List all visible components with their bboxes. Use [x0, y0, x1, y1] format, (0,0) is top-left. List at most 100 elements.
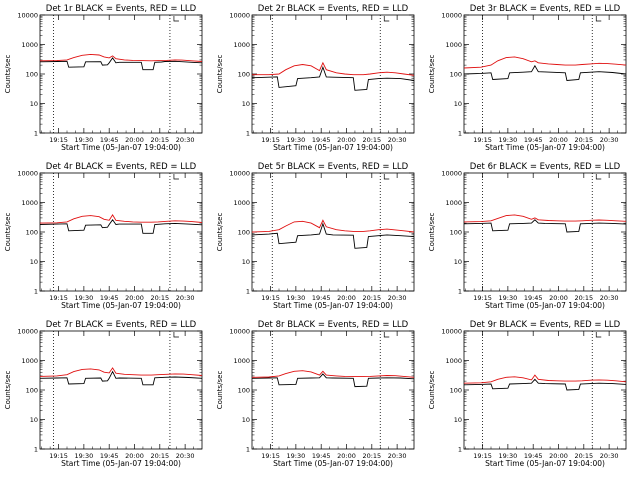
y-axis-ticks: 1 10 100 1000 10000	[441, 170, 626, 296]
x-tick-label: 19:15	[473, 136, 492, 144]
y-tick-label: 100	[238, 229, 250, 237]
x-axis-ticks: 19:15 19:30 19:45 20:00 20:15 20:30	[253, 15, 407, 144]
bracket-marker	[595, 332, 602, 338]
x-tick-label: 19:45	[524, 452, 543, 460]
plot-frame	[251, 330, 415, 450]
series-line-events	[251, 65, 415, 91]
plot-frame	[39, 14, 203, 134]
x-tick-label: 20:15	[362, 136, 381, 144]
x-tick-label: 19:15	[261, 294, 280, 302]
y-axis-label: Counts/sec	[4, 213, 12, 252]
x-tick-label: 19:45	[312, 294, 331, 302]
x-tick-label: 20:30	[176, 452, 195, 460]
panel-title: Det 5r BLACK = Events, RED = LLD	[258, 162, 409, 172]
y-axis-label: Counts/sec	[216, 55, 224, 94]
series-line-lld	[252, 61, 415, 76]
y-axis-label: Counts/sec	[428, 371, 436, 410]
y-tick-label: 1	[246, 288, 250, 296]
x-tick-label: 20:15	[362, 294, 381, 302]
y-axis-ticks: 1 10 100 1000 10000	[441, 12, 626, 138]
y-tick-label: 1	[458, 288, 462, 296]
y-axis-label: Counts/sec	[216, 371, 224, 410]
x-tick-label: 19:45	[524, 136, 543, 144]
panel-title: Det 6r BLACK = Events, RED = LLD	[470, 162, 621, 172]
x-axis-label: Start Time (05-Jan-07 19:04:00)	[61, 459, 181, 468]
plot-frame	[463, 14, 627, 134]
bracket-marker	[173, 174, 179, 180]
x-tick-label: 20:30	[176, 294, 195, 302]
x-axis-ticks: 19:15 19:30 19:45 20:00 20:15 20:30	[465, 331, 619, 460]
series-line-events	[39, 57, 203, 71]
x-tick-label: 19:15	[261, 136, 280, 144]
x-tick-label: 20:30	[388, 452, 407, 460]
y-tick-label: 10	[242, 258, 250, 266]
y-axis-ticks: 1 10 100 1000 10000	[441, 328, 626, 454]
x-tick-label: 19:30	[499, 136, 518, 144]
y-tick-label: 10000	[17, 328, 38, 336]
x-tick-label: 20:30	[388, 136, 407, 144]
x-tick-label: 20:15	[574, 452, 593, 460]
y-tick-label: 100	[450, 229, 462, 237]
y-tick-label: 10	[242, 100, 250, 108]
y-tick-label: 10000	[229, 170, 250, 178]
x-tick-label: 20:00	[549, 452, 568, 460]
y-tick-label: 10	[454, 258, 462, 266]
y-tick-label: 10	[30, 100, 38, 108]
x-tick-label: 20:15	[574, 294, 593, 302]
detector-panel-9: Det 9r BLACK = Events, RED = LLD 1 10 100 10…	[428, 320, 627, 468]
x-tick-label: 20:30	[600, 452, 619, 460]
bracket-marker	[595, 16, 602, 22]
y-tick-label: 10	[30, 258, 38, 266]
panel-title: Det 8r BLACK = Events, RED = LLD	[258, 320, 409, 330]
y-tick-label: 1	[34, 446, 38, 454]
x-axis-ticks: 19:15 19:30 19:45 20:00 20:15 20:30	[465, 15, 618, 144]
x-tick-label: 20:15	[362, 452, 381, 460]
y-tick-label: 100	[26, 229, 38, 237]
y-axis-label: Counts/sec	[216, 213, 224, 252]
y-tick-label: 10000	[441, 170, 462, 178]
x-axis-ticks: 19:15 19:30 19:45 20:00 20:15 20:30	[253, 331, 407, 460]
y-tick-label: 100	[238, 71, 250, 79]
y-tick-label: 1	[246, 130, 250, 138]
x-tick-label: 19:30	[75, 452, 94, 460]
x-tick-label: 19:45	[100, 136, 119, 144]
x-tick-label: 19:15	[49, 452, 68, 460]
series-line-lld	[463, 56, 627, 69]
y-axis-ticks: 1 10 100 1000 10000	[17, 170, 202, 296]
x-tick-label: 20:00	[337, 294, 356, 302]
y-tick-label: 1000	[445, 199, 462, 207]
plot-frame	[39, 172, 203, 292]
x-tick-label: 19:30	[75, 136, 94, 144]
series-line-events	[463, 378, 627, 391]
x-tick-label: 20:30	[600, 294, 619, 302]
y-tick-label: 1000	[21, 357, 38, 365]
detector-panel-1: Det 1r BLACK = Events, RED = LLD 1 10 100 10…	[4, 4, 203, 152]
x-tick-label: 19:15	[261, 452, 280, 460]
detector-panel-2: Det 2r BLACK = Events, RED = LLD 1 10 100 10…	[216, 4, 415, 152]
bracket-marker	[383, 16, 390, 22]
x-axis-label: Start Time (05-Jan-07 19:04:00)	[485, 459, 605, 468]
y-tick-label: 1	[34, 130, 38, 138]
y-tick-label: 10000	[441, 12, 462, 20]
x-tick-label: 20:00	[549, 136, 568, 144]
plot-frame	[463, 330, 627, 450]
y-axis-ticks: 1 10 100 1000 10000	[17, 328, 202, 454]
y-tick-label: 1000	[233, 41, 250, 49]
series-line-events	[251, 373, 415, 388]
y-tick-label: 10000	[229, 12, 250, 20]
detector-panel-8: Det 8r BLACK = Events, RED = LLD 1 10 100 10…	[216, 320, 415, 468]
y-tick-label: 1000	[21, 41, 38, 49]
y-tick-label: 10	[454, 416, 462, 424]
y-tick-label: 1	[246, 446, 250, 454]
y-axis-label: Counts/sec	[4, 371, 12, 410]
panel-title: Det 9r BLACK = Events, RED = LLD	[470, 320, 621, 330]
series-line-lld	[251, 370, 415, 378]
y-tick-label: 10000	[441, 328, 462, 336]
x-tick-label: 20:15	[150, 294, 169, 302]
detector-panel-6: Det 6r BLACK = Events, RED = LLD 1 10 100 10…	[428, 162, 627, 310]
y-tick-label: 1	[458, 446, 462, 454]
x-tick-label: 20:15	[574, 136, 593, 144]
series-line-lld	[463, 214, 627, 223]
y-tick-label: 10	[242, 416, 250, 424]
